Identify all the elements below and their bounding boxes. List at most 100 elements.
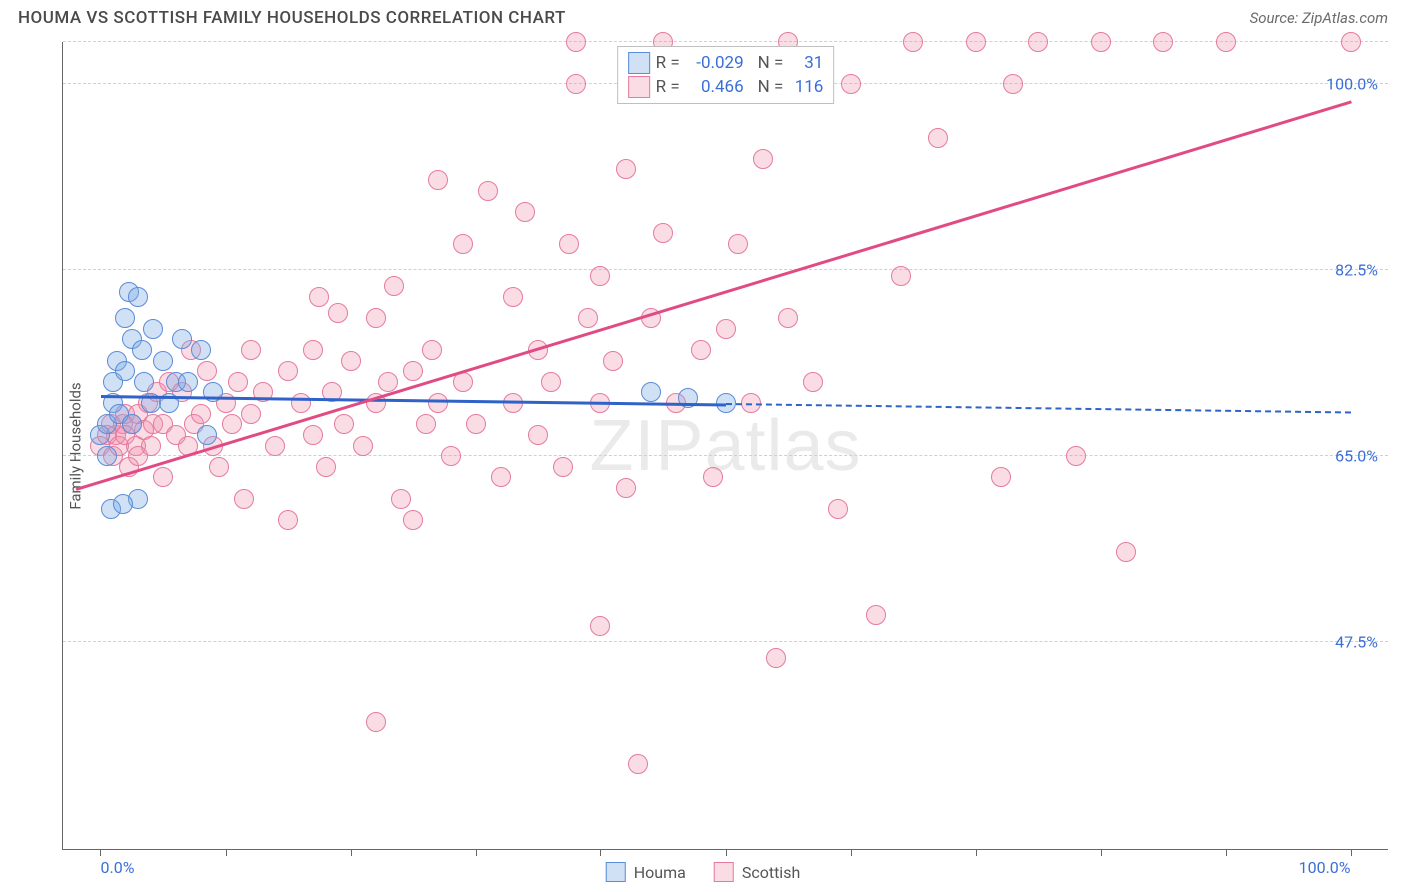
data-point-scottish — [334, 414, 354, 434]
data-point-scottish — [728, 234, 748, 254]
source-prefix: Source: — [1250, 9, 1302, 27]
data-point-scottish — [328, 303, 348, 323]
data-point-houma — [128, 287, 148, 307]
data-point-scottish — [416, 414, 436, 434]
data-point-scottish — [1003, 74, 1023, 94]
data-point-scottish — [541, 372, 561, 392]
legend-n-value: 116 — [789, 77, 823, 97]
trend-line — [100, 395, 725, 406]
data-point-scottish — [841, 74, 861, 94]
data-point-scottish — [528, 425, 548, 445]
data-point-scottish — [891, 266, 911, 286]
data-point-houma — [143, 319, 163, 339]
data-point-scottish — [603, 351, 623, 371]
data-point-scottish — [428, 393, 448, 413]
data-point-scottish — [1028, 32, 1048, 52]
data-point-houma — [172, 329, 192, 349]
data-point-houma — [197, 425, 217, 445]
data-point-scottish — [466, 414, 486, 434]
data-point-scottish — [928, 128, 948, 148]
data-point-scottish — [316, 457, 336, 477]
data-point-scottish — [590, 616, 610, 636]
data-point-scottish — [341, 351, 361, 371]
legend-r-label: R = — [656, 77, 680, 97]
data-point-scottish — [616, 159, 636, 179]
data-point-scottish — [428, 170, 448, 190]
legend-n-value: 31 — [789, 53, 823, 73]
data-point-scottish — [222, 414, 242, 434]
data-point-scottish — [578, 308, 598, 328]
data-point-scottish — [566, 32, 586, 52]
legend-r-label: R = — [656, 53, 680, 73]
plot-region: ZIPatlas R =-0.029N =31R =0.466N =116 47… — [62, 42, 1388, 850]
legend-swatch — [628, 76, 650, 98]
data-point-scottish — [991, 467, 1011, 487]
data-point-scottish — [291, 393, 311, 413]
legend-swatch — [628, 52, 650, 74]
data-point-scottish — [209, 457, 229, 477]
data-point-scottish — [391, 489, 411, 509]
data-point-scottish — [141, 436, 161, 456]
data-point-scottish — [384, 276, 404, 296]
data-point-scottish — [303, 340, 323, 360]
x-tick — [1226, 849, 1227, 856]
chart-title: HOUMA VS SCOTTISH FAMILY HOUSEHOLDS CORR… — [18, 8, 566, 28]
x-tick — [600, 849, 601, 856]
data-point-scottish — [1116, 542, 1136, 562]
gridline — [63, 269, 1388, 270]
data-point-scottish — [241, 404, 261, 424]
series-legend-label: Scottish — [742, 863, 800, 882]
x-tick — [226, 849, 227, 856]
data-point-houma — [97, 446, 117, 466]
data-point-scottish — [491, 467, 511, 487]
x-tick — [851, 849, 852, 856]
x-tick — [351, 849, 352, 856]
data-point-houma — [641, 382, 661, 402]
data-point-scottish — [197, 361, 217, 381]
x-tick — [1351, 849, 1352, 856]
data-point-scottish — [691, 340, 711, 360]
data-point-houma — [113, 494, 133, 514]
series-legend-item-houma: Houma — [606, 862, 686, 882]
data-point-scottish — [966, 32, 986, 52]
data-point-scottish — [191, 404, 211, 424]
legend-row-scottish: R =0.466N =116 — [628, 75, 824, 99]
data-point-scottish — [553, 457, 573, 477]
data-point-scottish — [153, 467, 173, 487]
x-tick — [476, 849, 477, 856]
data-point-scottish — [590, 266, 610, 286]
legend-swatch — [714, 862, 734, 882]
trend-line — [725, 403, 1350, 413]
data-point-scottish — [441, 446, 461, 466]
legend-row-houma: R =-0.029N =31 — [628, 51, 824, 75]
legend-n-label: N = — [758, 53, 784, 73]
data-point-houma — [115, 361, 135, 381]
data-point-scottish — [1091, 32, 1111, 52]
data-point-scottish — [241, 340, 261, 360]
data-point-scottish — [366, 308, 386, 328]
data-point-scottish — [234, 489, 254, 509]
data-point-houma — [191, 340, 211, 360]
data-point-scottish — [1153, 32, 1173, 52]
data-point-scottish — [366, 712, 386, 732]
x-tick — [976, 849, 977, 856]
source-attribution: Source: ZipAtlas.com — [1250, 9, 1388, 27]
data-point-houma — [178, 372, 198, 392]
data-point-scottish — [866, 605, 886, 625]
data-point-scottish — [353, 436, 373, 456]
series-legend-item-scottish: Scottish — [714, 862, 800, 882]
trend-line — [75, 100, 1351, 490]
legend-swatch — [606, 862, 626, 882]
data-point-scottish — [616, 478, 636, 498]
y-tick-label: 47.5% — [1335, 632, 1378, 651]
data-point-scottish — [566, 74, 586, 94]
data-point-scottish — [716, 319, 736, 339]
data-point-scottish — [1066, 446, 1086, 466]
series-legend-label: Houma — [634, 863, 686, 882]
data-point-scottish — [778, 308, 798, 328]
source-name: ZipAtlas.com — [1302, 9, 1388, 27]
x-axis-label: 100.0% — [1299, 858, 1351, 877]
y-tick-label: 100.0% — [1326, 75, 1378, 94]
data-point-scottish — [265, 436, 285, 456]
x-tick — [100, 849, 101, 856]
